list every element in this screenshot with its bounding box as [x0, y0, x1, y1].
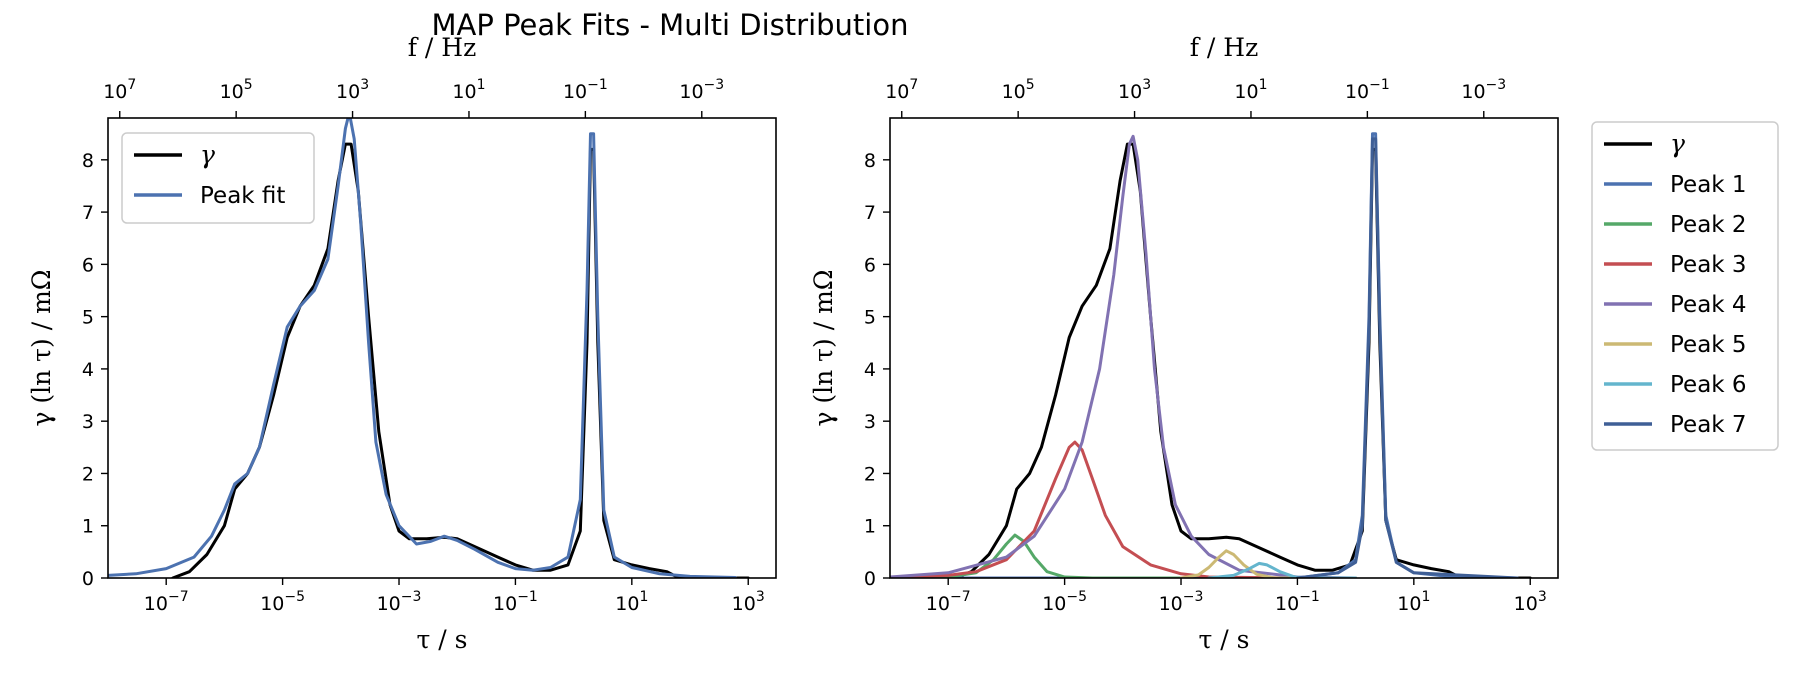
legend-entry: Peak 5: [1604, 332, 1747, 358]
y-tick-label: 1: [82, 516, 94, 538]
top-tick-label: 103: [336, 77, 369, 103]
x-axis-label: τ / s: [417, 625, 468, 654]
legend-entry: Peak 7: [1604, 412, 1747, 438]
series-line-peak-3: [890, 440, 1299, 578]
y-tick-label: 2: [82, 463, 94, 485]
plot-area: [108, 118, 750, 578]
y-tick-label: 1: [864, 516, 876, 538]
y-tick-label: 8: [82, 150, 94, 172]
series-line-peak-5: [1179, 549, 1358, 578]
x-tick-label: 10−3: [377, 589, 422, 615]
legend-entry: γ: [134, 140, 215, 169]
y-axis-label: γ (ln τ) / mΩ: [27, 269, 56, 426]
top-tick-label: 105: [220, 77, 253, 103]
series-line-peak-4: [890, 134, 1358, 578]
x-tick-label: 101: [1397, 589, 1430, 615]
y-tick-label: 4: [82, 359, 94, 381]
legend-entry: Peak fit: [134, 183, 285, 209]
x-axis-label: τ / s: [1199, 625, 1250, 654]
top-tick-label: 107: [885, 77, 918, 103]
legend-frame: [121, 132, 315, 224]
x-tick-label: 101: [615, 589, 648, 615]
y-tick-label: 5: [864, 307, 876, 329]
x-tick-label: 10−1: [493, 589, 538, 615]
legend-entry: γ: [1604, 129, 1685, 158]
series-line-peak-1: [890, 132, 1519, 578]
legend-label: Peak fit: [200, 183, 285, 209]
y-tick-label: 4: [864, 359, 876, 381]
y-tick-label: 5: [82, 307, 94, 329]
top-tick-label: 101: [452, 77, 485, 103]
x-tick-label: 10−1: [1275, 589, 1320, 615]
top-tick-label: 10−3: [1461, 77, 1506, 103]
legend-label: Peak 7: [1670, 412, 1747, 438]
top-tick-label: 10−1: [1345, 77, 1390, 103]
x-tick-label: 10−5: [260, 589, 305, 615]
legend-entry: Peak 1: [1604, 172, 1747, 198]
top-axis-label: f / Hz: [408, 33, 477, 62]
x-tick-label: 103: [732, 589, 765, 615]
y-tick-label: 8: [864, 150, 876, 172]
series-line-peak-fit: [108, 118, 737, 578]
x-tick-label: 10−3: [1159, 589, 1204, 615]
y-tick-label: 2: [864, 463, 876, 485]
legend-label: Peak 1: [1670, 172, 1747, 198]
legend-entry: Peak 6: [1604, 372, 1747, 398]
y-tick-label: 6: [82, 254, 94, 276]
axes-frame: [107, 117, 777, 579]
top-tick-label: 10−3: [679, 77, 724, 103]
left-legend: γ Peak fit: [121, 132, 315, 224]
right-legend: γ Peak 1 Peak 2 Peak 3 Peak 4 Peak 5 Peak 6 Pea…: [1591, 121, 1779, 451]
top-tick-label: 105: [1002, 77, 1035, 103]
y-tick-label: 6: [864, 254, 876, 276]
y-tick-label: 7: [864, 202, 876, 224]
legend-label: γ: [1670, 129, 1685, 158]
top-tick-label: 10−1: [563, 77, 608, 103]
legend-frame: [1591, 121, 1779, 451]
y-tick-label: 0: [864, 568, 876, 590]
top-tick-label: 107: [103, 77, 136, 103]
top-tick-label: 103: [1118, 77, 1151, 103]
axes-frame: [889, 117, 1559, 579]
top-axis-label: f / Hz: [1190, 33, 1259, 62]
plot-area: [890, 132, 1532, 578]
y-tick-label: 0: [82, 568, 94, 590]
legend-entry: Peak 3: [1604, 252, 1747, 278]
legend-label: γ: [200, 140, 215, 169]
legend-label: Peak 2: [1670, 212, 1747, 238]
x-tick-label: 10−5: [1042, 589, 1087, 615]
legend-entry: Peak 2: [1604, 212, 1747, 238]
x-tick-label: 103: [1514, 589, 1547, 615]
figure-title: MAP Peak Fits - Multi Distribution: [432, 8, 909, 42]
y-tick-label: 3: [82, 411, 94, 433]
legend-label: Peak 5: [1670, 332, 1747, 358]
x-tick-label: 10−7: [144, 589, 189, 615]
y-axis-label: γ (ln τ) / mΩ: [809, 269, 838, 426]
legend-label: Peak 3: [1670, 252, 1747, 278]
top-tick-label: 101: [1234, 77, 1267, 103]
legend-label: Peak 4: [1670, 292, 1747, 318]
y-tick-label: 7: [82, 202, 94, 224]
x-tick-label: 10−7: [926, 589, 971, 615]
legend-entry: Peak 4: [1604, 292, 1747, 318]
series-line-peak-7: [1295, 137, 1519, 578]
series-line-γ: [171, 142, 750, 578]
y-tick-label: 3: [864, 411, 876, 433]
legend-label: Peak 6: [1670, 372, 1747, 398]
